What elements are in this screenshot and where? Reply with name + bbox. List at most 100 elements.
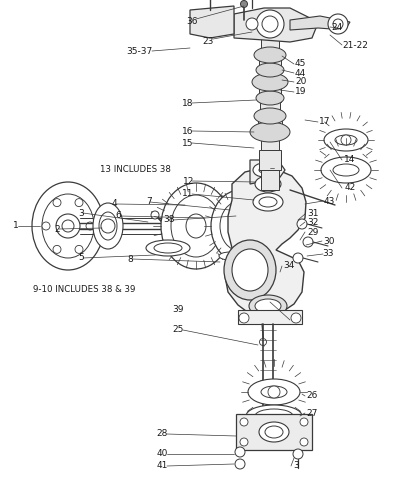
Ellipse shape <box>254 108 286 124</box>
Text: 23: 23 <box>203 36 214 46</box>
Circle shape <box>256 10 284 38</box>
Ellipse shape <box>99 212 117 240</box>
Text: 4: 4 <box>112 200 117 208</box>
Ellipse shape <box>259 197 277 207</box>
Circle shape <box>293 253 303 263</box>
Text: 33: 33 <box>322 250 334 258</box>
Text: 30: 30 <box>323 236 335 246</box>
Ellipse shape <box>191 195 241 257</box>
Bar <box>260 66 280 82</box>
Bar <box>260 102 280 116</box>
Ellipse shape <box>219 252 241 260</box>
Text: 26: 26 <box>306 392 318 400</box>
Ellipse shape <box>321 157 371 183</box>
Ellipse shape <box>161 183 231 269</box>
Bar <box>259 82 281 102</box>
Circle shape <box>235 459 245 469</box>
Ellipse shape <box>42 194 94 258</box>
Ellipse shape <box>220 201 260 251</box>
Circle shape <box>62 220 74 232</box>
Bar <box>236 414 312 450</box>
Text: 13 INCLUDES 38: 13 INCLUDES 38 <box>100 166 171 174</box>
Text: 27: 27 <box>306 408 318 418</box>
Ellipse shape <box>265 426 283 438</box>
Circle shape <box>297 219 307 229</box>
Bar <box>261 132 279 150</box>
Ellipse shape <box>32 182 104 270</box>
Ellipse shape <box>259 422 289 442</box>
Ellipse shape <box>232 249 268 291</box>
Text: 35-37: 35-37 <box>126 46 153 56</box>
Circle shape <box>246 18 258 30</box>
Circle shape <box>268 386 280 398</box>
Text: 32: 32 <box>307 218 318 227</box>
Ellipse shape <box>254 47 286 63</box>
Ellipse shape <box>261 386 287 398</box>
Ellipse shape <box>335 135 357 145</box>
Ellipse shape <box>232 216 248 236</box>
Ellipse shape <box>93 203 123 249</box>
Ellipse shape <box>154 243 182 253</box>
Circle shape <box>53 198 61 206</box>
Text: 25: 25 <box>172 326 183 334</box>
Circle shape <box>75 246 83 254</box>
Ellipse shape <box>252 73 288 91</box>
Ellipse shape <box>200 206 232 246</box>
Text: 11: 11 <box>183 190 194 198</box>
Text: 34: 34 <box>283 262 294 270</box>
Text: 36: 36 <box>187 18 198 26</box>
Text: 3: 3 <box>293 462 299 470</box>
Ellipse shape <box>256 91 284 105</box>
Text: 31: 31 <box>307 210 318 218</box>
Circle shape <box>240 418 248 426</box>
Circle shape <box>303 237 313 247</box>
Text: 38: 38 <box>163 216 175 224</box>
Ellipse shape <box>186 214 206 238</box>
Circle shape <box>259 338 267 345</box>
Circle shape <box>75 198 83 206</box>
Polygon shape <box>238 310 302 324</box>
Circle shape <box>291 313 301 323</box>
Circle shape <box>53 246 61 254</box>
Circle shape <box>42 222 50 230</box>
Polygon shape <box>250 160 285 184</box>
Text: 20: 20 <box>295 78 306 86</box>
Ellipse shape <box>259 167 269 173</box>
Polygon shape <box>190 6 234 38</box>
Bar <box>261 38 279 52</box>
Text: 8: 8 <box>128 254 133 264</box>
Circle shape <box>333 19 343 29</box>
Text: 24: 24 <box>331 24 343 32</box>
Text: 21-22: 21-22 <box>343 40 368 50</box>
Text: 14: 14 <box>344 156 356 164</box>
Circle shape <box>240 0 248 7</box>
Text: 18: 18 <box>183 98 194 108</box>
Circle shape <box>151 211 159 219</box>
Circle shape <box>235 447 245 457</box>
Polygon shape <box>225 168 306 316</box>
Bar <box>261 170 279 190</box>
Text: 6: 6 <box>116 212 121 220</box>
Ellipse shape <box>253 193 283 211</box>
Polygon shape <box>234 8 316 42</box>
Ellipse shape <box>255 409 293 423</box>
Circle shape <box>328 14 348 34</box>
Text: 3: 3 <box>78 208 84 218</box>
Text: 7: 7 <box>146 198 152 206</box>
Ellipse shape <box>255 176 281 192</box>
Text: 1: 1 <box>13 222 19 230</box>
Circle shape <box>300 418 308 426</box>
Circle shape <box>293 449 303 459</box>
Text: 2: 2 <box>54 224 60 234</box>
Circle shape <box>262 16 278 32</box>
Ellipse shape <box>224 240 276 300</box>
Ellipse shape <box>255 299 281 313</box>
Ellipse shape <box>146 240 190 256</box>
Text: 19: 19 <box>295 88 306 96</box>
Text: 40: 40 <box>157 450 168 458</box>
Text: 15: 15 <box>183 138 194 147</box>
Ellipse shape <box>246 405 302 427</box>
Polygon shape <box>290 16 350 30</box>
Bar <box>259 150 281 170</box>
Text: 44: 44 <box>295 68 306 78</box>
